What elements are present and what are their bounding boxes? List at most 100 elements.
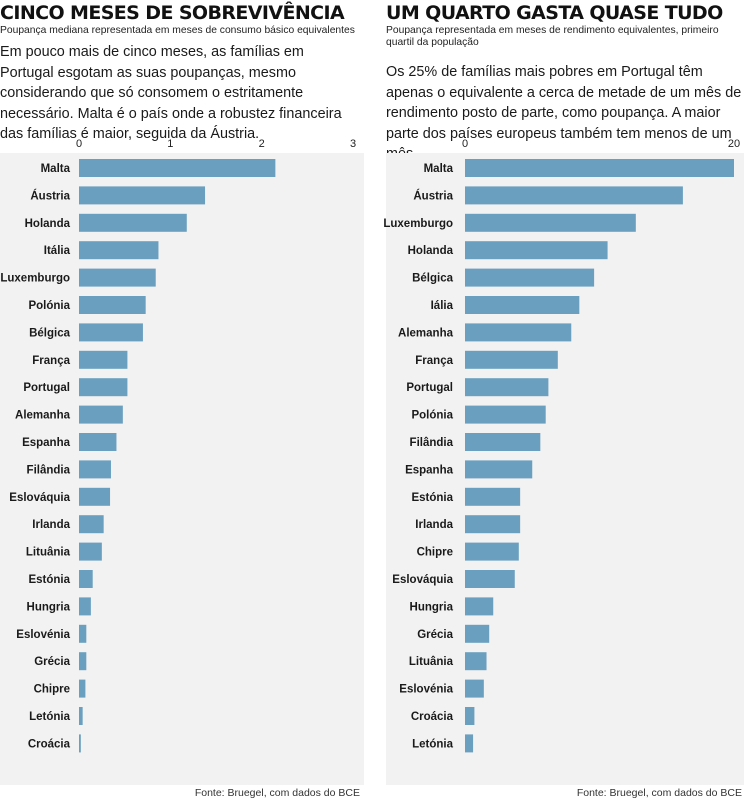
category-label: Luxemburgo <box>0 273 70 285</box>
bar <box>79 241 159 260</box>
bar <box>79 159 276 177</box>
category-label: Letónia <box>29 711 70 723</box>
category-label: Croácia <box>411 711 454 723</box>
category-label: Croácia <box>28 738 71 750</box>
category-label: Filândia <box>410 437 454 449</box>
bar <box>79 542 102 561</box>
chart-title: UM QUARTO GASTA QUASE TUDO <box>386 2 723 24</box>
bar <box>465 624 490 643</box>
category-label: França <box>32 355 70 367</box>
bar <box>79 296 146 314</box>
category-label: Itália <box>44 245 71 257</box>
bar <box>465 323 572 342</box>
bar <box>79 323 143 342</box>
bar <box>79 186 206 205</box>
category-label: Espanha <box>22 437 71 449</box>
bar <box>79 652 87 671</box>
category-label: Grécia <box>417 629 453 641</box>
bar <box>79 570 93 588</box>
bar <box>465 542 519 561</box>
chart-source: Fonte: Bruegel, com dados do BCE <box>576 787 742 799</box>
category-label: Malta <box>41 163 71 175</box>
bar <box>79 597 91 616</box>
chart-intro-text: Os 25% de famílias mais pobres em Portug… <box>386 64 742 162</box>
category-label: Estónia <box>28 574 70 586</box>
category-label: Polónia <box>411 410 453 422</box>
category-label: Polónia <box>28 300 70 312</box>
bar <box>79 378 128 397</box>
bar <box>465 652 487 671</box>
bar-chart: 0 1 2 3 Malta Áustria Holanda Itália Luxemburgo P… <box>0 138 356 753</box>
category-label: Eslováquia <box>392 574 453 586</box>
category-label: Grécia <box>34 656 70 668</box>
category-label: Holanda <box>25 218 71 230</box>
category-label: Hungria <box>410 601 454 613</box>
category-label: Irlanda <box>32 519 70 531</box>
x-tick-label: 0 <box>462 138 468 150</box>
category-label: Bélgica <box>29 327 71 339</box>
category-label: Lituânia <box>26 547 71 559</box>
bar <box>79 679 86 698</box>
category-label: Áustria <box>30 189 70 202</box>
category-label: Áustria <box>413 189 453 202</box>
x-tick-label: 2 <box>259 138 265 150</box>
chart-subtitle: Poupança mediana representada em meses d… <box>0 25 355 36</box>
bar <box>79 624 87 643</box>
bar <box>465 734 474 753</box>
bar <box>79 213 187 232</box>
category-label: Filândia <box>27 464 71 476</box>
bar <box>465 378 549 397</box>
chart-intro-text: Em pouco mais de cinco meses, as família… <box>0 44 342 142</box>
category-label: Hungria <box>27 601 71 613</box>
bar <box>79 515 104 534</box>
chart-source: Fonte: Bruegel, com dados do BCE <box>194 787 360 799</box>
bar <box>465 597 494 616</box>
category-label: Letónia <box>412 738 453 750</box>
category-label: França <box>415 355 453 367</box>
category-label: Eslovénia <box>399 684 453 696</box>
category-label: Luxemburgo <box>383 218 453 230</box>
bar <box>465 679 484 698</box>
bar <box>465 460 533 479</box>
category-label: Iália <box>431 300 454 312</box>
category-label: Lituânia <box>409 656 454 668</box>
bar <box>79 487 111 506</box>
x-tick-label: 0 <box>76 138 82 150</box>
bar <box>79 405 123 424</box>
chart-title: CINCO MESES DE SOBREVIVÊNCIA <box>0 2 345 24</box>
category-label: Eslováquia <box>9 492 70 504</box>
category-label: Estónia <box>411 492 453 504</box>
bar <box>465 268 595 287</box>
x-tick-label: 1 <box>167 138 173 150</box>
bar <box>79 350 128 369</box>
bar <box>465 707 475 725</box>
chart-subtitle: Poupança representada em meses de rendim… <box>386 25 719 48</box>
category-label: Malta <box>424 163 454 175</box>
chart-area: 0 20 Malta Áustria Luxemburgo Holanda Bélgica I… <box>383 138 744 785</box>
category-label: Irlanda <box>415 519 453 531</box>
bar <box>79 707 83 725</box>
bar <box>79 734 81 753</box>
bar <box>465 241 608 260</box>
bar <box>79 268 156 287</box>
category-label: Bélgica <box>412 273 454 285</box>
bar <box>465 350 558 369</box>
x-tick-label: 20 <box>728 138 740 150</box>
bar <box>465 405 546 424</box>
category-label: Espanha <box>405 464 454 476</box>
bar <box>79 460 111 479</box>
category-label: Holanda <box>408 245 454 257</box>
bar <box>465 213 636 232</box>
chart-area: 0 1 2 3 Malta Áustria Holanda Itália Luxemburgo P… <box>0 138 364 785</box>
bar <box>465 186 683 205</box>
category-label: Portugal <box>23 382 70 394</box>
bar <box>465 487 521 506</box>
bar <box>465 159 734 177</box>
x-tick-label: 3 <box>350 138 356 150</box>
bar <box>465 433 541 451</box>
category-label: Eslovénia <box>16 629 70 641</box>
category-label: Chipre <box>34 684 70 696</box>
bar <box>465 515 521 534</box>
category-label: Portugal <box>406 382 453 394</box>
bar <box>465 570 515 588</box>
